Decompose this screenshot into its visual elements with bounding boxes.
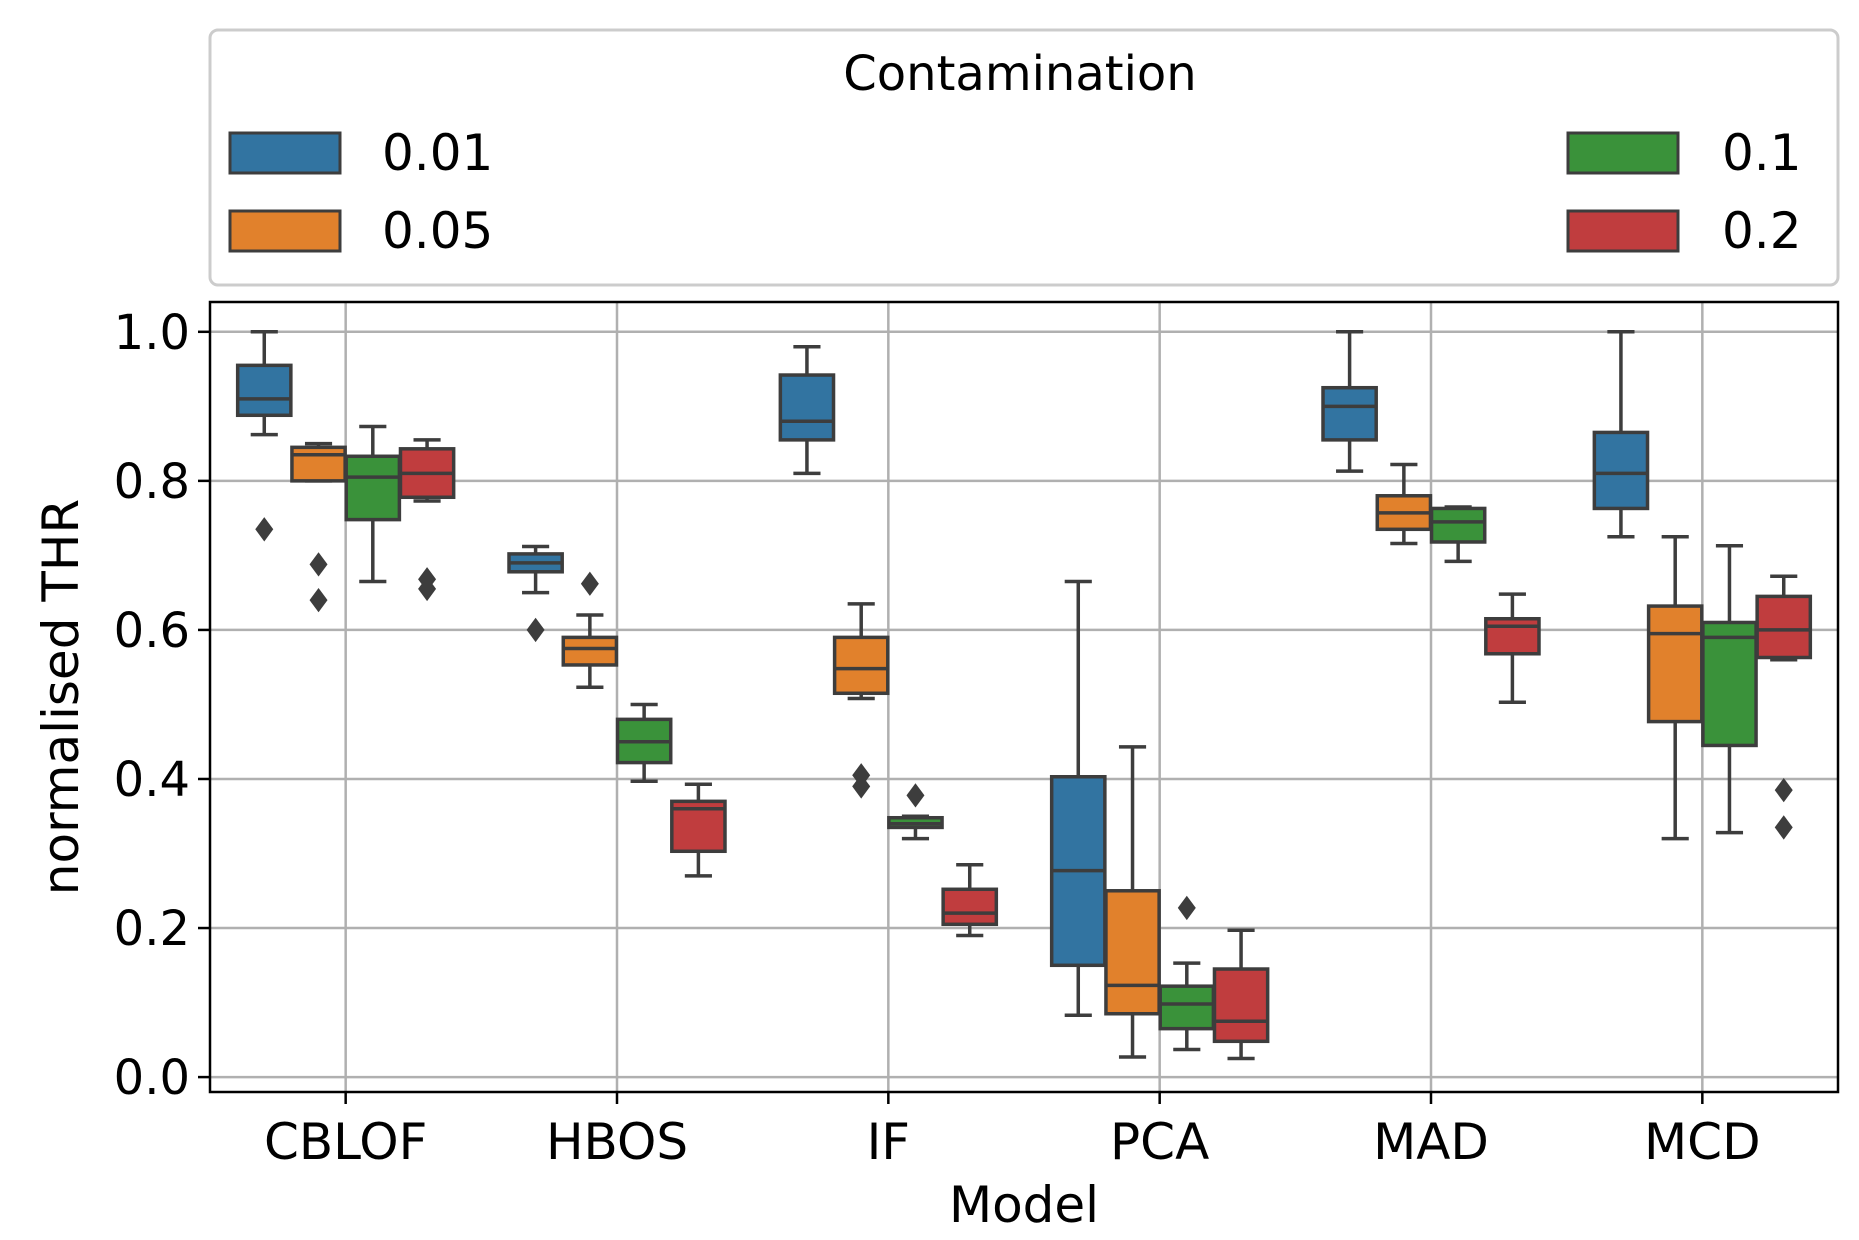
box-0-05-if — [832, 602, 890, 799]
x-tick-label-hbos: HBOS — [546, 1113, 688, 1171]
iqr-box — [1429, 506, 1487, 544]
box-0-1-pca — [1158, 895, 1216, 1052]
outlier-point — [580, 571, 599, 596]
box-0-05-mad — [1375, 462, 1433, 546]
outlier-point — [418, 576, 437, 602]
box-0-01-cblof — [235, 330, 293, 542]
box-0-1-cblof — [344, 424, 402, 584]
box-0-2-mcd — [1755, 574, 1813, 840]
box-0-2-hbos — [670, 782, 727, 878]
iqr-box — [1701, 620, 1758, 748]
legend-title: Contamination — [843, 46, 1196, 102]
y-tick-label: 0.0 — [114, 1050, 190, 1106]
y-tick-label: 0.4 — [114, 752, 190, 808]
iqr-box — [778, 373, 836, 442]
legend-label-0-2: 0.2 — [1722, 202, 1802, 260]
y-axis-label: normalised THR — [32, 499, 90, 895]
legend: Contamination 0.01 0.05 0.1 0.2 — [208, 28, 1840, 287]
box-0-1-hbos — [615, 702, 673, 783]
x-tick-label-cblof: CBLOF — [264, 1113, 427, 1171]
box-0-01-if — [778, 344, 836, 476]
x-tick-label-if: IF — [867, 1113, 911, 1171]
y-tick-label: 0.6 — [114, 603, 190, 659]
y-tick-label: 1.0 — [114, 305, 190, 361]
x-axis-label: Model — [949, 1176, 1099, 1234]
iqr-box — [1104, 889, 1161, 1016]
legend-swatch-0-05 — [228, 209, 342, 253]
legend-swatch-0-01 — [228, 131, 342, 175]
iqr-box — [1646, 604, 1704, 724]
iqr-box — [1158, 984, 1216, 1031]
outlier-point — [1774, 815, 1793, 840]
outlier-point — [1177, 895, 1196, 921]
iqr-box — [1212, 967, 1270, 1044]
box-0-1-if — [887, 783, 944, 841]
box-0-2-mad — [1484, 592, 1541, 704]
plot-frame — [208, 300, 1840, 1094]
x-tick-label-mad: MAD — [1373, 1113, 1489, 1171]
iqr-box — [941, 887, 999, 927]
outlier-point — [309, 587, 328, 613]
box-0-05-pca — [1104, 745, 1161, 1059]
legend-label-0-05: 0.05 — [382, 202, 493, 260]
box-0-2-cblof — [398, 438, 456, 602]
outlier-point — [1774, 778, 1793, 803]
legend-frame — [208, 28, 1840, 287]
box-0-2-pca — [1212, 928, 1270, 1061]
y-tick-label: 0.2 — [114, 901, 190, 957]
iqr-box — [1755, 594, 1813, 660]
iqr-box — [1321, 385, 1378, 442]
iqr-box — [235, 363, 293, 418]
grid-lines — [210, 302, 1838, 1092]
outlier-point — [255, 517, 274, 542]
iqr-box — [1484, 616, 1541, 656]
x-tick-label-pca: PCA — [1110, 1113, 1209, 1171]
legend-label-0-01: 0.01 — [382, 124, 493, 182]
box-0-01-pca — [1049, 579, 1107, 1017]
box-0-05-mcd — [1646, 535, 1704, 841]
axes: 0.0 0.2 0.4 0.6 0.8 1.0 CBLOF HBOS IF PCA MAD MCD — [114, 305, 1761, 1171]
box-0-2-if — [941, 862, 999, 938]
box-series — [235, 330, 1813, 1061]
iqr-box — [1592, 430, 1650, 511]
legend-swatch-0-1 — [1566, 131, 1680, 175]
box-0-01-mcd — [1592, 330, 1650, 539]
iqr-box — [290, 445, 347, 483]
iqr-box — [561, 635, 619, 667]
iqr-box — [344, 454, 402, 522]
box-0-1-mad — [1429, 505, 1487, 564]
box-0-01-mad — [1321, 330, 1378, 473]
legend-swatch-0-2 — [1566, 209, 1680, 253]
box-0-05-hbos — [561, 571, 619, 690]
box-0-1-mcd — [1701, 543, 1758, 835]
outlier-point — [852, 774, 871, 799]
box-0-01-hbos — [507, 544, 564, 643]
iqr-box — [832, 635, 890, 696]
y-tick-label: 0.8 — [114, 454, 190, 510]
x-tick-label-mcd: MCD — [1644, 1113, 1761, 1171]
outlier-point — [526, 617, 545, 643]
legend-label-0-1: 0.1 — [1722, 124, 1802, 182]
box-0-05-cblof — [290, 441, 347, 613]
outlier-point — [906, 783, 925, 808]
outlier-point — [309, 552, 328, 577]
